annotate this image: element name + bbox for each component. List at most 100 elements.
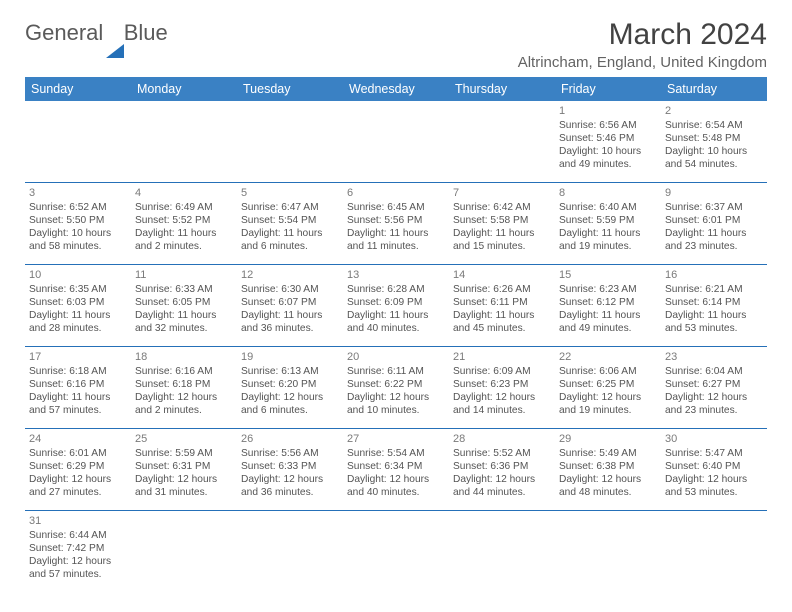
sunrise-text: Sunrise: 6:21 AM — [665, 283, 763, 296]
day-number: 10 — [29, 268, 127, 282]
sunset-text: Sunset: 6:11 PM — [453, 296, 551, 309]
sunrise-text: Sunrise: 5:52 AM — [453, 447, 551, 460]
day-number: 16 — [665, 268, 763, 282]
daylight-text: Daylight: 12 hours and 53 minutes. — [665, 473, 763, 499]
calendar-cell: 4Sunrise: 6:49 AMSunset: 5:52 PMDaylight… — [131, 183, 237, 265]
calendar-cell: 14Sunrise: 6:26 AMSunset: 6:11 PMDayligh… — [449, 265, 555, 347]
daylight-text: Daylight: 11 hours and 6 minutes. — [241, 227, 339, 253]
calendar-week: 17Sunrise: 6:18 AMSunset: 6:16 PMDayligh… — [25, 347, 767, 429]
sunset-text: Sunset: 6:12 PM — [559, 296, 657, 309]
sunset-text: Sunset: 5:56 PM — [347, 214, 445, 227]
day-number: 21 — [453, 350, 551, 364]
sunrise-text: Sunrise: 5:47 AM — [665, 447, 763, 460]
day-number: 18 — [135, 350, 233, 364]
calendar-cell — [661, 511, 767, 593]
calendar-cell: 26Sunrise: 5:56 AMSunset: 6:33 PMDayligh… — [237, 429, 343, 511]
sunrise-text: Sunrise: 6:26 AM — [453, 283, 551, 296]
calendar-cell: 17Sunrise: 6:18 AMSunset: 6:16 PMDayligh… — [25, 347, 131, 429]
calendar-cell: 20Sunrise: 6:11 AMSunset: 6:22 PMDayligh… — [343, 347, 449, 429]
day-number: 9 — [665, 186, 763, 200]
sunset-text: Sunset: 5:46 PM — [559, 132, 657, 145]
day-number: 14 — [453, 268, 551, 282]
sunrise-text: Sunrise: 5:59 AM — [135, 447, 233, 460]
calendar-cell: 19Sunrise: 6:13 AMSunset: 6:20 PMDayligh… — [237, 347, 343, 429]
day-number: 26 — [241, 432, 339, 446]
sunset-text: Sunset: 6:01 PM — [665, 214, 763, 227]
calendar-cell: 3Sunrise: 6:52 AMSunset: 5:50 PMDaylight… — [25, 183, 131, 265]
calendar-cell — [555, 511, 661, 593]
title-block: March 2024 Altrincham, England, United K… — [518, 18, 767, 71]
day-number: 30 — [665, 432, 763, 446]
calendar-cell: 24Sunrise: 6:01 AMSunset: 6:29 PMDayligh… — [25, 429, 131, 511]
day-number: 6 — [347, 186, 445, 200]
daylight-text: Daylight: 12 hours and 6 minutes. — [241, 391, 339, 417]
daylight-text: Daylight: 12 hours and 48 minutes. — [559, 473, 657, 499]
logo-text-blue: Blue — [124, 20, 168, 45]
day-number: 20 — [347, 350, 445, 364]
day-number: 12 — [241, 268, 339, 282]
daylight-text: Daylight: 12 hours and 19 minutes. — [559, 391, 657, 417]
day-header: Tuesday — [237, 77, 343, 101]
calendar-cell — [25, 101, 131, 183]
page: General Blue March 2024 Altrincham, Engl… — [0, 0, 792, 610]
sunrise-text: Sunrise: 6:45 AM — [347, 201, 445, 214]
day-number: 11 — [135, 268, 233, 282]
calendar-cell — [343, 101, 449, 183]
sunrise-text: Sunrise: 6:49 AM — [135, 201, 233, 214]
sunrise-text: Sunrise: 6:37 AM — [665, 201, 763, 214]
sail-icon — [106, 27, 124, 58]
sunset-text: Sunset: 6:34 PM — [347, 460, 445, 473]
daylight-text: Daylight: 11 hours and 19 minutes. — [559, 227, 657, 253]
calendar-cell: 27Sunrise: 5:54 AMSunset: 6:34 PMDayligh… — [343, 429, 449, 511]
calendar-cell — [131, 101, 237, 183]
calendar-cell: 11Sunrise: 6:33 AMSunset: 6:05 PMDayligh… — [131, 265, 237, 347]
day-number: 4 — [135, 186, 233, 200]
calendar-cell — [449, 101, 555, 183]
sunrise-text: Sunrise: 5:49 AM — [559, 447, 657, 460]
calendar-cell: 12Sunrise: 6:30 AMSunset: 6:07 PMDayligh… — [237, 265, 343, 347]
calendar-cell: 18Sunrise: 6:16 AMSunset: 6:18 PMDayligh… — [131, 347, 237, 429]
day-number: 5 — [241, 186, 339, 200]
daylight-text: Daylight: 11 hours and 40 minutes. — [347, 309, 445, 335]
sunset-text: Sunset: 7:42 PM — [29, 542, 127, 555]
calendar-cell: 30Sunrise: 5:47 AMSunset: 6:40 PMDayligh… — [661, 429, 767, 511]
logo-text-general: General — [25, 20, 103, 45]
logo: General Blue — [25, 18, 168, 45]
daylight-text: Daylight: 12 hours and 27 minutes. — [29, 473, 127, 499]
day-number: 3 — [29, 186, 127, 200]
calendar-cell: 1Sunrise: 6:56 AMSunset: 5:46 PMDaylight… — [555, 101, 661, 183]
sunrise-text: Sunrise: 6:01 AM — [29, 447, 127, 460]
sunrise-text: Sunrise: 6:52 AM — [29, 201, 127, 214]
sunset-text: Sunset: 6:36 PM — [453, 460, 551, 473]
day-header: Saturday — [661, 77, 767, 101]
day-number: 13 — [347, 268, 445, 282]
sunset-text: Sunset: 6:27 PM — [665, 378, 763, 391]
day-number: 19 — [241, 350, 339, 364]
calendar-cell — [449, 511, 555, 593]
daylight-text: Daylight: 12 hours and 23 minutes. — [665, 391, 763, 417]
sunset-text: Sunset: 6:16 PM — [29, 378, 127, 391]
month-title: March 2024 — [518, 18, 767, 52]
daylight-text: Daylight: 11 hours and 45 minutes. — [453, 309, 551, 335]
calendar-cell: 16Sunrise: 6:21 AMSunset: 6:14 PMDayligh… — [661, 265, 767, 347]
sunset-text: Sunset: 5:59 PM — [559, 214, 657, 227]
day-header: Sunday — [25, 77, 131, 101]
calendar-cell: 8Sunrise: 6:40 AMSunset: 5:59 PMDaylight… — [555, 183, 661, 265]
sunset-text: Sunset: 6:03 PM — [29, 296, 127, 309]
daylight-text: Daylight: 10 hours and 49 minutes. — [559, 145, 657, 171]
day-number: 29 — [559, 432, 657, 446]
daylight-text: Daylight: 10 hours and 58 minutes. — [29, 227, 127, 253]
day-number: 1 — [559, 104, 657, 118]
daylight-text: Daylight: 12 hours and 14 minutes. — [453, 391, 551, 417]
calendar-cell — [343, 511, 449, 593]
calendar-cell: 15Sunrise: 6:23 AMSunset: 6:12 PMDayligh… — [555, 265, 661, 347]
calendar-week: 24Sunrise: 6:01 AMSunset: 6:29 PMDayligh… — [25, 429, 767, 511]
calendar-week: 31Sunrise: 6:44 AMSunset: 7:42 PMDayligh… — [25, 511, 767, 593]
sunrise-text: Sunrise: 6:04 AM — [665, 365, 763, 378]
sunset-text: Sunset: 6:29 PM — [29, 460, 127, 473]
sunset-text: Sunset: 5:48 PM — [665, 132, 763, 145]
calendar-body: 1Sunrise: 6:56 AMSunset: 5:46 PMDaylight… — [25, 101, 767, 592]
daylight-text: Daylight: 11 hours and 57 minutes. — [29, 391, 127, 417]
day-number: 23 — [665, 350, 763, 364]
sunset-text: Sunset: 6:09 PM — [347, 296, 445, 309]
